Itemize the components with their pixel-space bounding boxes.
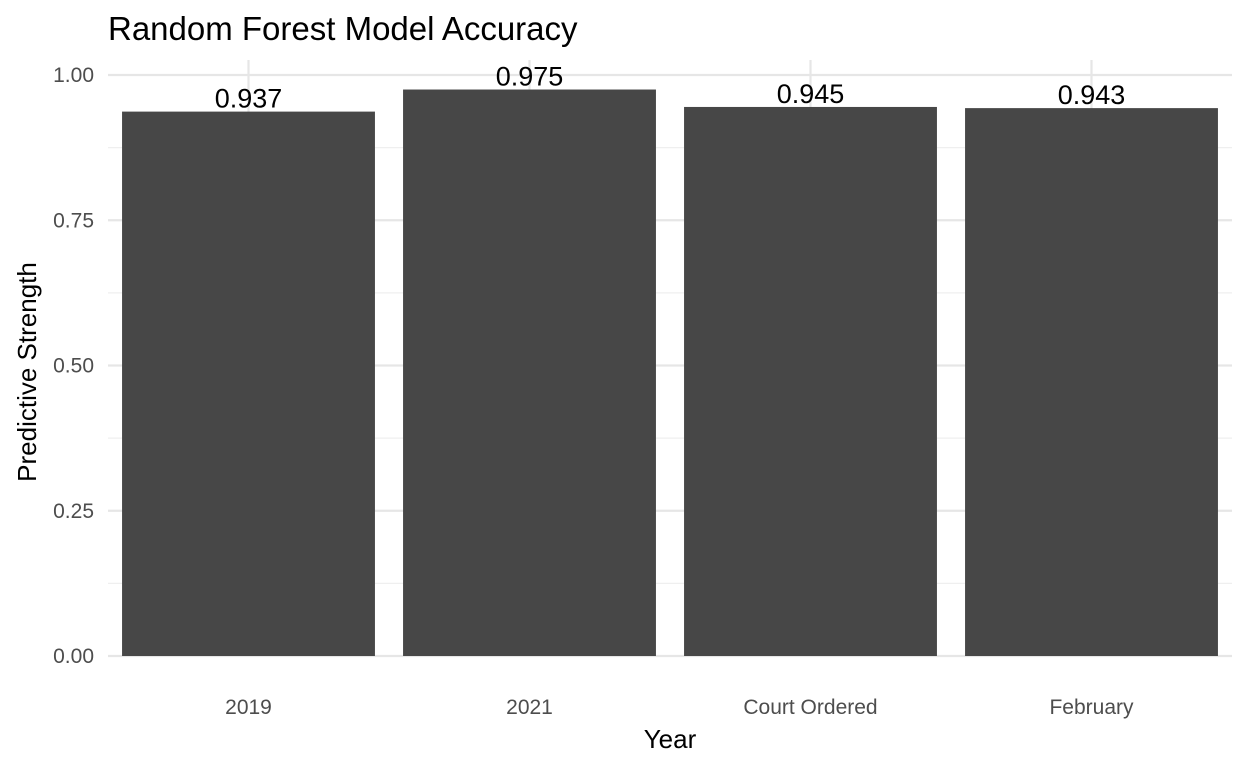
bar-2019 [122, 111, 375, 656]
x-tick-label: 2019 [225, 696, 272, 719]
x-axis-title: Year [644, 724, 697, 754]
x-axis-ticks: 2019 2021 Court Ordered February [225, 696, 1134, 719]
bar-value-label: 0.937 [215, 84, 283, 114]
bar-value-label: 0.975 [496, 62, 564, 92]
y-tick-label: 0.00 [53, 645, 94, 668]
chart-title: Random Forest Model Accuracy [108, 10, 578, 47]
bar-value-label: 0.943 [1058, 80, 1126, 110]
y-axis-ticks: 0.00 0.25 0.50 0.75 1.00 [53, 64, 94, 668]
x-tick-label: February [1049, 696, 1134, 719]
y-axis-title: Predictive Strength [12, 262, 42, 482]
bar-value-label: 0.945 [777, 79, 845, 109]
data-labels: 0.937 0.975 0.945 0.943 [215, 62, 1126, 114]
bar-february [965, 108, 1218, 656]
bar-court-ordered [684, 106, 937, 656]
y-tick-label: 0.75 [53, 209, 94, 232]
bars [122, 89, 1218, 656]
x-tick-label: Court Ordered [743, 696, 877, 719]
y-tick-label: 1.00 [53, 64, 94, 87]
x-tick-label: 2021 [506, 696, 553, 719]
y-tick-label: 0.25 [53, 500, 94, 523]
y-tick-label: 0.50 [53, 355, 94, 378]
bar-2021 [403, 89, 656, 656]
